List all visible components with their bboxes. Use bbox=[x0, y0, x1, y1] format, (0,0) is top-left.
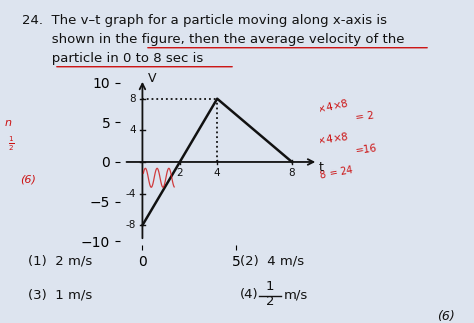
Text: n: n bbox=[5, 118, 12, 128]
Text: 4: 4 bbox=[214, 168, 220, 178]
Text: 2: 2 bbox=[176, 168, 183, 178]
Text: shown in the figure, then the average velocity of the: shown in the figure, then the average ve… bbox=[22, 33, 404, 46]
Text: (3)  1 m/s: (3) 1 m/s bbox=[28, 288, 92, 301]
Text: 2: 2 bbox=[266, 295, 274, 308]
Text: (4): (4) bbox=[240, 288, 259, 301]
Text: $\frac{1}{2}$×4×8: $\frac{1}{2}$×4×8 bbox=[310, 95, 351, 121]
Text: (1)  2 m/s: (1) 2 m/s bbox=[28, 254, 92, 267]
Text: 8: 8 bbox=[289, 168, 295, 178]
Text: particle in 0 to 8 sec is: particle in 0 to 8 sec is bbox=[22, 52, 203, 65]
Text: 4: 4 bbox=[129, 125, 136, 135]
Text: V: V bbox=[148, 72, 156, 86]
Text: $\frac{3}{2}$×8 = 24: $\frac{3}{2}$×8 = 24 bbox=[305, 162, 356, 188]
Text: 24.  The v–t graph for a particle moving along x-axis is: 24. The v–t graph for a particle moving … bbox=[22, 14, 387, 27]
Text: 1: 1 bbox=[266, 280, 274, 293]
Text: =16: =16 bbox=[355, 143, 378, 156]
Text: $\frac{1}{2}$×4×8: $\frac{1}{2}$×4×8 bbox=[310, 128, 350, 151]
Text: (6): (6) bbox=[437, 310, 455, 323]
Text: m/s: m/s bbox=[284, 288, 308, 301]
Text: -8: -8 bbox=[126, 220, 136, 230]
Text: 8: 8 bbox=[129, 94, 136, 104]
Text: t: t bbox=[319, 161, 324, 174]
Text: $\frac{1}{2}$: $\frac{1}{2}$ bbox=[8, 135, 15, 153]
Text: (2)  4 m/s: (2) 4 m/s bbox=[240, 254, 304, 267]
Text: (6): (6) bbox=[20, 175, 36, 185]
Text: = 2: = 2 bbox=[355, 110, 375, 122]
Text: -4: -4 bbox=[126, 189, 136, 199]
